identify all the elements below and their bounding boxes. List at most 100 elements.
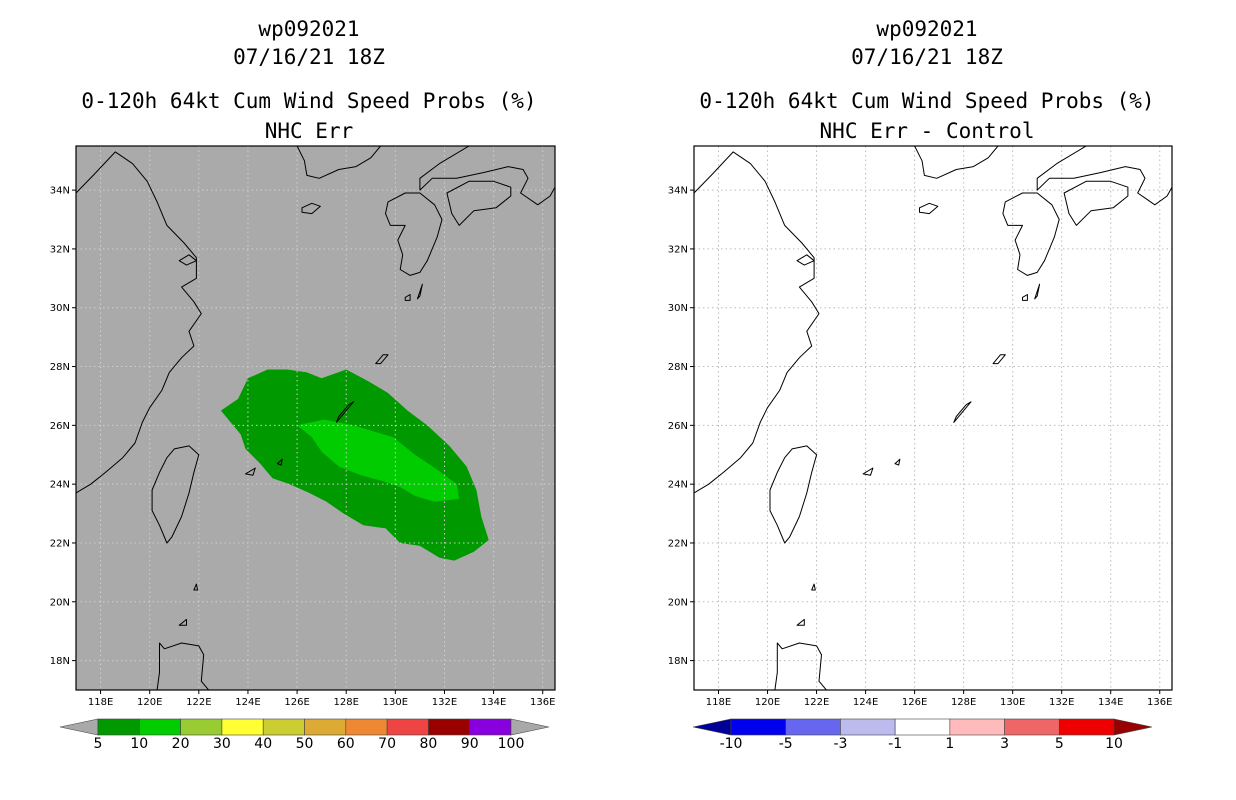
panel-2-title-line-4: NHC Err - Control <box>820 119 1035 143</box>
panel-2-title-line-3: 0-120h 64kt Cum Wind Speed Probs (%) <box>699 89 1154 113</box>
panel-1-title-line-2: 07/16/21 18Z <box>233 45 385 69</box>
colorbar-swatch <box>840 718 896 736</box>
coastline-honshu <box>1036 146 1172 206</box>
colorbar-swatch <box>1058 718 1115 736</box>
coastline-korea <box>914 146 999 179</box>
colorbar-label: 1 <box>945 736 954 752</box>
coastline-korea <box>296 146 381 179</box>
y-tick-label: 34N <box>50 186 70 197</box>
colorbar: 5 10 20 30 40 50 60 70 80 90 100 <box>59 718 550 752</box>
y-tick-label: 22N <box>668 538 688 549</box>
coastline-chongming <box>796 254 815 266</box>
coastline-babuyan <box>178 618 187 626</box>
colorbar-swatch <box>469 718 512 736</box>
coastline-kyushu <box>1002 192 1060 276</box>
colorbar: -10 -5 -3 -1 1 3 5 10 <box>692 718 1153 752</box>
colorbar-swatch <box>386 718 429 736</box>
x-tick-label: 136E <box>530 697 555 708</box>
colorbar-arrow-right <box>1113 718 1153 736</box>
x-tick-label: 122E <box>804 697 829 708</box>
panel-1-title-line-1: wp092021 <box>258 17 359 41</box>
colorbar-swatch <box>949 718 1005 736</box>
coastline-yaku <box>1022 294 1028 301</box>
coastline-taiwan <box>769 445 818 544</box>
coastline-yaku <box>404 294 411 301</box>
coastline-jeju <box>301 202 321 215</box>
colorbar-label: 100 <box>498 736 525 752</box>
x-tick-label: 128E <box>334 697 359 708</box>
coastline-china <box>76 151 202 494</box>
x-tick-label: 130E <box>1000 697 1025 708</box>
x-tick-label: 120E <box>137 697 162 708</box>
colorbar-swatch <box>221 718 264 736</box>
colorbar-label: 30 <box>213 736 231 752</box>
coastline-ishigaki <box>245 467 256 476</box>
coastline-babuyan <box>796 618 805 626</box>
coastline-taiwan <box>151 445 200 544</box>
colorbar-label: 60 <box>337 736 355 752</box>
panel-2-title-line-2: 07/16/21 18Z <box>851 45 1003 69</box>
panel-1-title-line-4: NHC Err <box>265 119 354 143</box>
colorbar-label: 40 <box>254 736 272 752</box>
y-tick-label: 28N <box>50 362 70 373</box>
colorbar-arrow-right <box>510 718 550 736</box>
colorbar-swatch <box>139 718 181 736</box>
x-tick-label: 126E <box>902 697 927 708</box>
y-tick-label: 26N <box>668 421 688 432</box>
x-tick-label: 136E <box>1147 697 1172 708</box>
colorbar-swatch <box>730 718 787 736</box>
colorbar-swatch <box>345 718 388 736</box>
y-tick-label: 24N <box>668 480 688 491</box>
colorbar-label: 80 <box>419 736 437 752</box>
y-tick-label: 32N <box>668 244 688 255</box>
x-tick-label: 122E <box>186 697 211 708</box>
colorbar-label: -10 <box>720 736 743 752</box>
y-tick-label: 32N <box>50 244 70 255</box>
coastline-batanes <box>193 583 199 591</box>
coastline-jeju <box>919 202 939 215</box>
y-tick-label: 20N <box>50 597 70 608</box>
y-tick-label: 24N <box>50 480 70 491</box>
colorbar-label: 10 <box>130 736 148 752</box>
coastline-okinawa <box>335 401 355 423</box>
colorbar-swatch <box>785 718 841 736</box>
coastline-miyako <box>276 458 283 466</box>
map-background <box>694 146 1172 690</box>
colorbar-label: 5 <box>1055 736 1064 752</box>
panel-1: wp092021 07/16/21 18Z 0-120h 64kt Cum Wind… <box>50 17 556 752</box>
coastline-tanegashima <box>1034 283 1041 300</box>
map-frame <box>693 145 1173 691</box>
y-tick-label: 34N <box>668 186 688 197</box>
x-tick-label: 134E <box>481 697 506 708</box>
coastline-amami <box>992 354 1006 365</box>
x-tick-label: 126E <box>284 697 309 708</box>
colorbar-swatch <box>428 718 470 736</box>
x-tick-label: 128E <box>951 697 976 708</box>
prob-region-10-20 <box>297 419 460 502</box>
x-tick-label: 120E <box>755 697 780 708</box>
coastline-tanegashima <box>416 283 423 300</box>
colorbar-label: 50 <box>296 736 314 752</box>
x-tick-label: 130E <box>383 697 408 708</box>
coastline-chongming <box>178 254 197 266</box>
colorbar-swatch <box>1004 718 1060 736</box>
coastline-china <box>694 151 820 494</box>
y-tick-label: 18N <box>50 656 70 667</box>
panel-1-title-line-3: 0-120h 64kt Cum Wind Speed Probs (%) <box>81 89 536 113</box>
x-tick-label: 134E <box>1098 697 1123 708</box>
colorbar-label: 5 <box>94 736 103 752</box>
y-tick-label: 22N <box>50 538 70 549</box>
map-frame <box>75 145 556 691</box>
colorbar-swatch <box>97 718 140 736</box>
x-tick-label: 118E <box>88 697 113 708</box>
coastline-miyako <box>894 458 901 466</box>
x-tick-label: 124E <box>853 697 878 708</box>
coastline-honshu <box>419 146 555 206</box>
y-tick-label: 18N <box>668 656 688 667</box>
y-tick-label: 20N <box>668 597 688 608</box>
coastline-okinawa <box>953 401 972 423</box>
y-tick-label: 30N <box>50 303 70 314</box>
x-tick-label: 132E <box>1049 697 1074 708</box>
colorbar-arrow-left <box>59 718 99 736</box>
